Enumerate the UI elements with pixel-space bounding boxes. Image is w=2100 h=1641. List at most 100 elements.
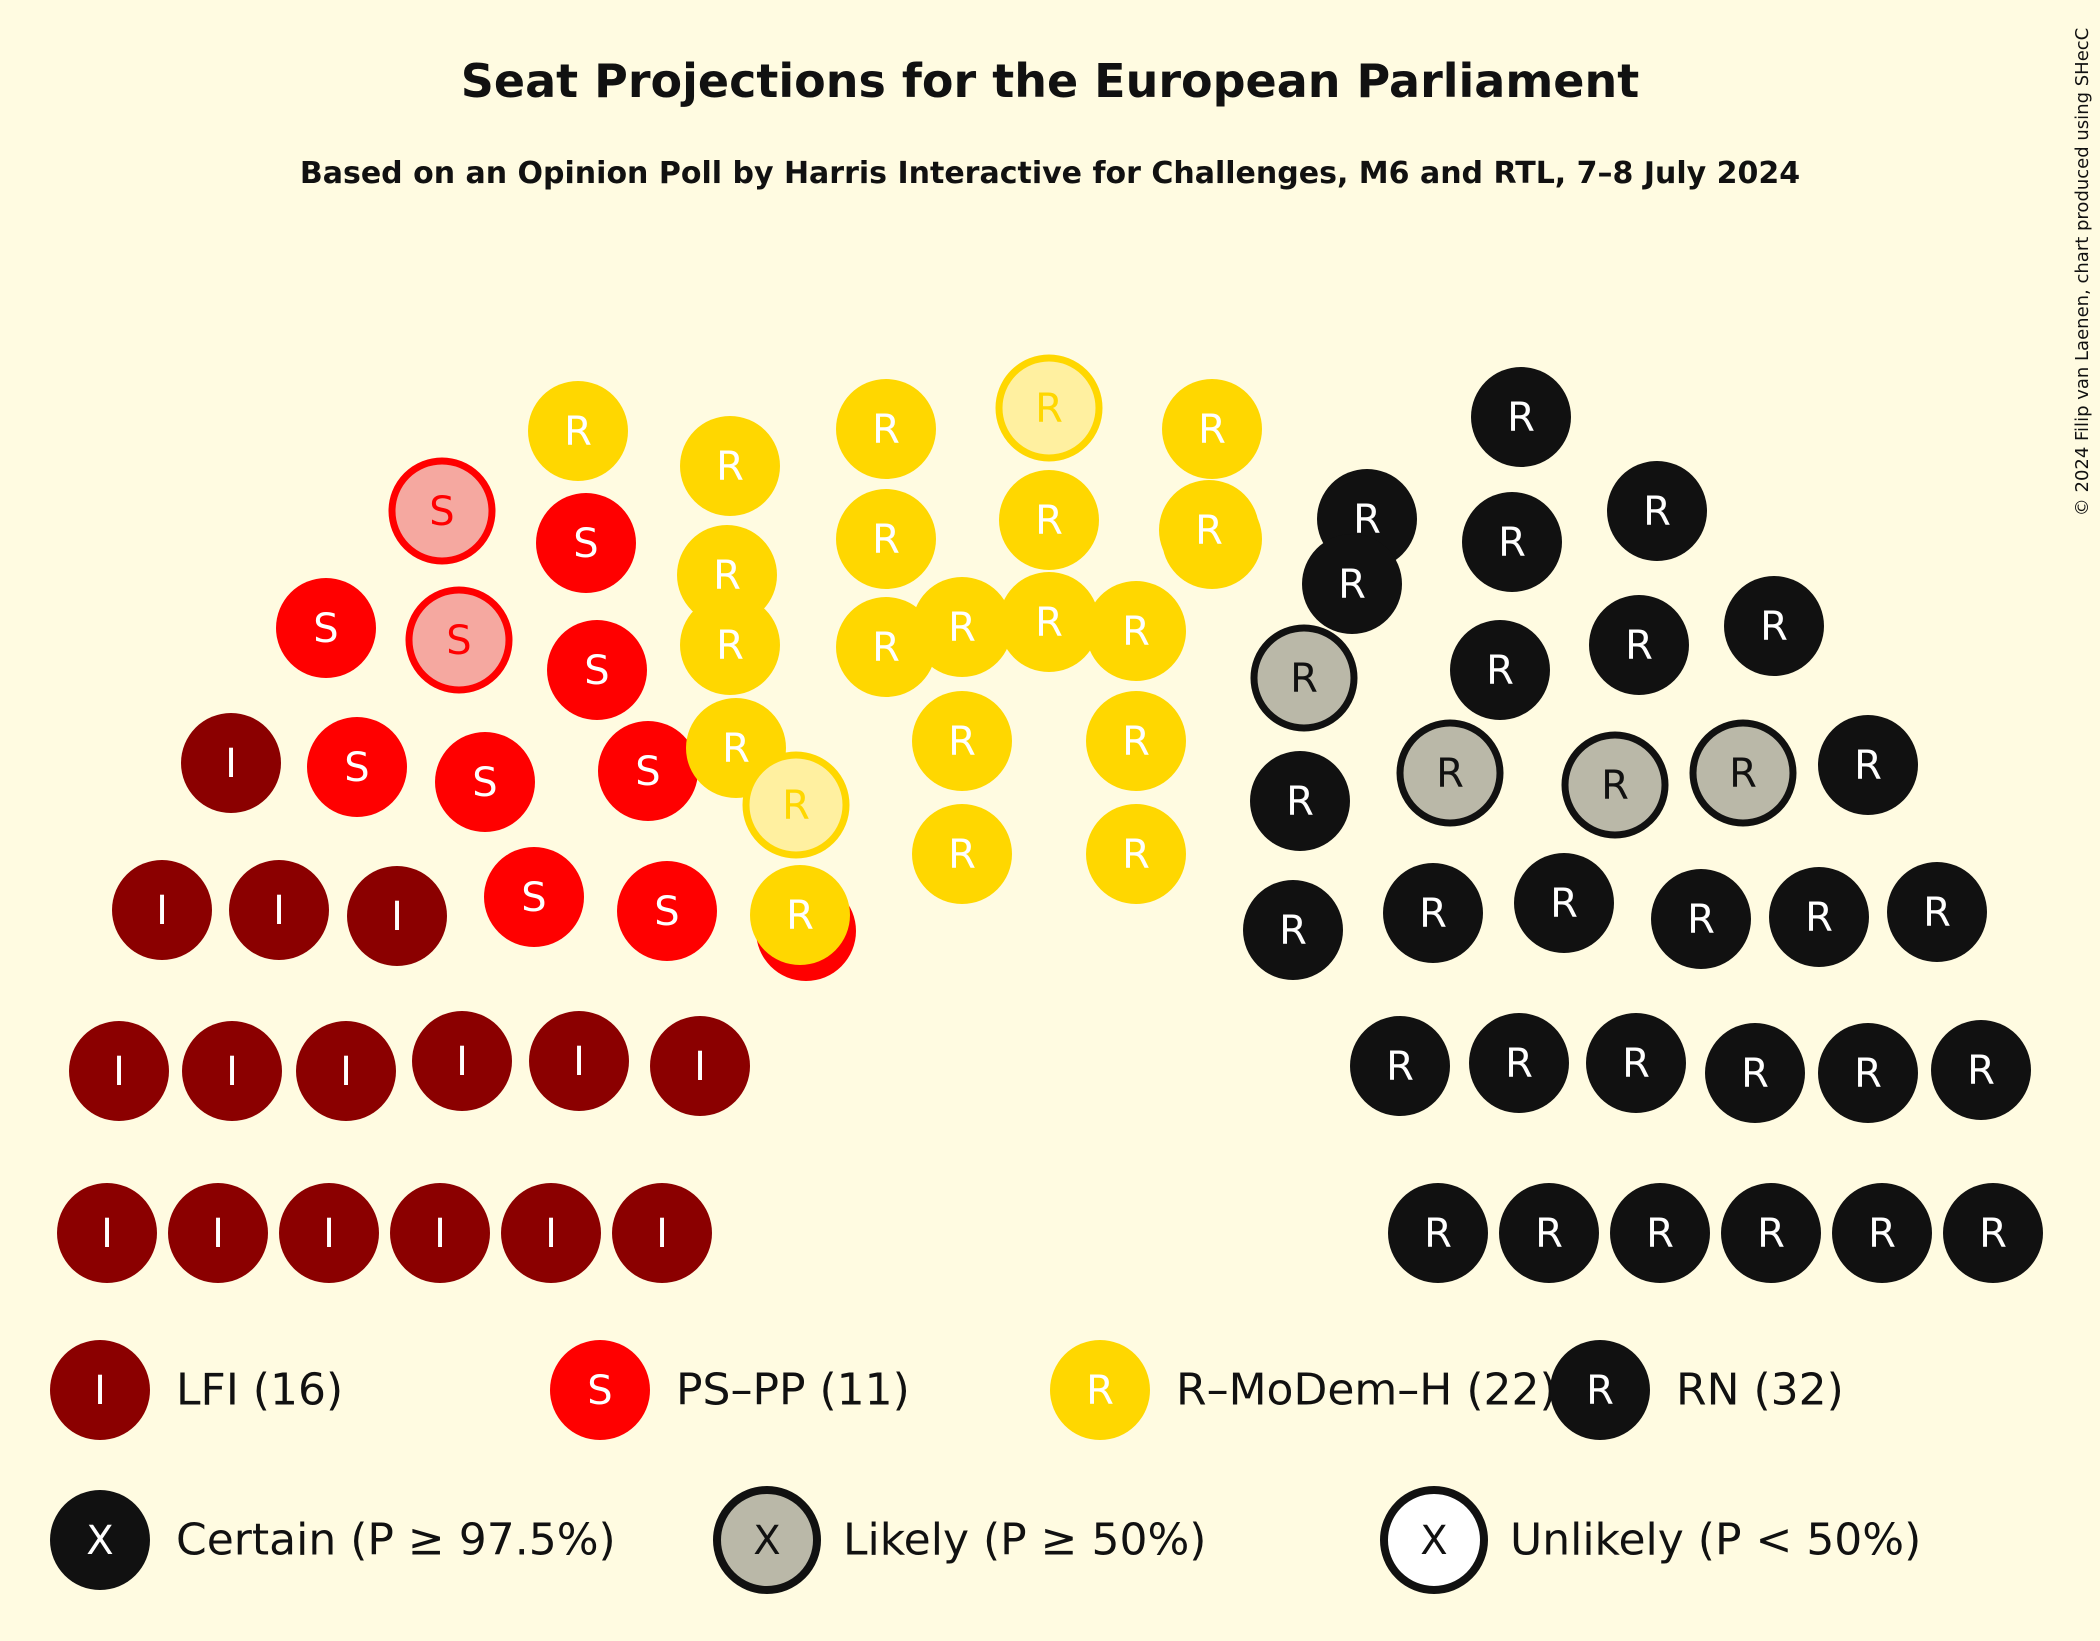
seat-r-modem-h-22-letter: R [1195,508,1223,554]
seat-rn-20-letter: R [1279,908,1307,954]
seat-lfi-14 [229,860,329,960]
seat-r-modem-h-4 [995,354,1103,462]
seat-r-modem-h-7 [836,489,936,589]
seat-r-modem-h-1 [528,381,628,481]
legend-status-certain-swatch [50,1490,150,1590]
seat-rn-29 [1610,1183,1710,1283]
legend-rn-label: RN (32) [1676,1365,1844,1416]
seat-rn-9 [1724,576,1824,676]
seat-r-modem-h-17-letter: R [1122,719,1150,765]
seat-r-modem-h-10 [680,595,780,695]
seat-ps-pp-10 [536,493,636,593]
legend-lfi-swatch [50,1340,150,1440]
seat-rn-30-letter: R [1757,1211,1785,1257]
seat-rn-13-letter: R [1854,743,1882,789]
seat-rn-18 [1769,867,1869,967]
seat-rn-12-letter: R [1729,751,1757,797]
seat-lfi-1-letter: I [101,1211,113,1257]
legend-lfi-label: LFI (16) [176,1365,343,1416]
seat-r-modem-h-19-letter: R [948,832,976,878]
legend-status-likely-label: Likely (P ≥ 50%) [843,1515,1206,1566]
legend-status-unlikely-label: Unlikely (P < 50%) [1510,1515,1921,1566]
seat-rn-28 [1499,1183,1599,1283]
seat-rn-19 [1887,862,1987,962]
seat-r-modem-h-12 [999,572,1099,672]
seat-rn-14 [1250,751,1350,851]
seat-ps-pp-10-letter: S [573,521,598,567]
seat-r-modem-h-7-letter: R [872,517,900,563]
seat-rn-19-letter: R [1923,890,1951,936]
seat-ps-pp-11 [547,620,647,720]
seat-lfi-14-letter: I [273,888,285,934]
seat-lfi-10-letter: I [456,1039,468,1085]
seat-rn-11-letter: R [1601,763,1629,809]
legend-ps-pp-letter: S [587,1368,612,1414]
seat-rn-27 [1388,1183,1488,1283]
seat-lfi-15 [347,866,447,966]
seat-lfi-8 [182,1021,282,1121]
seat-rn-6 [1250,624,1358,732]
seat-r-modem-h-10-letter: R [716,623,744,669]
seat-lfi-6 [612,1183,712,1283]
seat-lfi-13 [112,860,212,960]
seat-rn-17 [1651,869,1751,969]
seat-rn-8 [1589,595,1689,695]
seat-lfi-8-letter: I [226,1049,238,1095]
seat-rn-32 [1943,1183,2043,1283]
seat-r-modem-h-14-letter: R [948,605,976,651]
seat-rn-32-letter: R [1979,1211,2007,1257]
seat-lfi-12 [650,1016,750,1116]
seat-lfi-3 [279,1183,379,1283]
chart-title: Seat Projections for the European Parlia… [461,54,1639,108]
seat-ps-pp-7-letter: S [521,875,546,921]
seat-lfi-9-letter: I [340,1049,352,1095]
legend: I LFI (16) S PS–PP (11) R R–MoDem–H (22) R RN (… [50,1340,1921,1594]
seat-rn-2-letter: R [1498,520,1526,566]
legend-lfi-letter: I [94,1368,106,1414]
seat-ps-pp-2-letter: S [313,606,338,652]
seat-r-modem-h-5-letter: R [1198,407,1226,453]
seat-r-modem-h-21 [1086,581,1186,681]
seat-r-modem-h-20-letter: R [1122,832,1150,878]
seat-r-modem-h-2-letter: R [716,444,744,490]
seat-rn-6-letter: R [1290,656,1318,702]
seat-r-modem-h-6-letter: R [713,553,741,599]
legend-r-modem-h-swatch [1050,1340,1150,1440]
seat-rn-7-letter: R [1486,648,1514,694]
seat-rn-25 [1818,1023,1918,1123]
seat-rn-20 [1243,880,1343,980]
seat-ps-pp-8-letter: S [654,889,679,935]
seat-rn-11 [1561,731,1669,839]
seat-lfi-3-letter: I [323,1211,335,1257]
seat-rn-30 [1721,1183,1821,1283]
seat-ps-pp-6 [598,721,698,821]
seat-ps-pp-5-letter: S [472,760,497,806]
legend-status-unlikely-letter: X [1420,1518,1447,1564]
seat-lfi-7-letter: I [113,1049,125,1095]
seat-r-modem-h-19 [912,804,1012,904]
legend-r-modem-h-letter: R [1086,1368,1114,1414]
seat-r-modem-h-22 [1159,480,1259,580]
legend-r-modem-h-label: R–MoDem–H (22) [1176,1365,1557,1416]
seat-rn-29-letter: R [1646,1211,1674,1257]
seat-lfi-11-letter: I [573,1039,585,1085]
seat-ps-pp-2 [276,578,376,678]
seat-lfi-4-letter: I [434,1211,446,1257]
legend-ps-pp-swatch [550,1340,650,1440]
seat-lfi-2-letter: I [212,1211,224,1257]
seat-lfi-16-letter: I [225,741,237,787]
seat-lfi-15-letter: I [391,894,403,940]
seat-rn-23 [1586,1013,1686,1113]
seat-rn-2 [1462,492,1562,592]
seat-rn-3-letter: R [1643,489,1671,535]
seat-r-modem-h-3-letter: R [872,407,900,453]
seat-lfi-9 [296,1021,396,1121]
seat-rn-26-letter: R [1967,1048,1995,1094]
seat-r-modem-h-16 [912,691,1012,791]
seat-lfi-5 [501,1183,601,1283]
seat-r-modem-h-6 [677,525,777,625]
seat-rn-1-letter: R [1507,395,1535,441]
seat-r-modem-h-8-letter: R [1035,498,1063,544]
seat-lfi-12-letter: I [694,1044,706,1090]
